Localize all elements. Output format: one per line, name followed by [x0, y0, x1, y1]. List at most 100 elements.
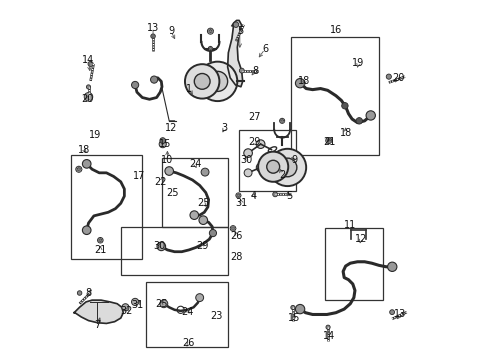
Circle shape	[98, 238, 103, 243]
Circle shape	[207, 28, 213, 34]
Text: 12: 12	[164, 123, 177, 133]
Circle shape	[201, 168, 208, 176]
Circle shape	[76, 166, 81, 172]
Circle shape	[88, 61, 93, 67]
Text: 26: 26	[230, 231, 243, 240]
Circle shape	[77, 168, 80, 171]
Text: 2: 2	[279, 170, 285, 180]
Text: 3: 3	[221, 123, 227, 133]
Text: 32: 32	[121, 306, 133, 316]
Text: 5: 5	[236, 26, 243, 36]
Text: 12: 12	[354, 234, 366, 244]
Circle shape	[290, 305, 294, 310]
Text: 14: 14	[322, 331, 334, 341]
Text: 24: 24	[181, 307, 194, 317]
Circle shape	[256, 163, 264, 172]
Bar	[70, 155, 142, 259]
Circle shape	[239, 68, 244, 73]
Text: 19: 19	[352, 58, 364, 68]
Circle shape	[256, 140, 264, 148]
Text: 31: 31	[131, 300, 143, 310]
Circle shape	[325, 138, 331, 144]
Circle shape	[150, 76, 158, 83]
Circle shape	[244, 149, 252, 157]
Circle shape	[160, 300, 167, 308]
Circle shape	[131, 81, 139, 89]
Circle shape	[131, 298, 139, 306]
Text: 23: 23	[210, 311, 222, 320]
Text: 26: 26	[183, 338, 195, 348]
Bar	[239, 130, 296, 191]
Circle shape	[341, 103, 347, 109]
Circle shape	[208, 30, 211, 33]
Circle shape	[77, 291, 81, 295]
Circle shape	[209, 229, 216, 237]
Text: 8: 8	[85, 288, 91, 298]
Circle shape	[194, 73, 210, 89]
Text: 18: 18	[339, 129, 351, 138]
Text: 25: 25	[197, 198, 209, 208]
Text: 7: 7	[94, 320, 101, 330]
Text: 27: 27	[247, 112, 260, 122]
Text: 8: 8	[252, 66, 258, 76]
Circle shape	[231, 227, 234, 230]
Text: 18: 18	[298, 76, 310, 86]
Text: 29: 29	[248, 138, 260, 147]
Circle shape	[164, 167, 173, 175]
Text: 9: 9	[167, 26, 174, 36]
Text: 11: 11	[344, 220, 356, 230]
Circle shape	[278, 158, 296, 177]
Circle shape	[244, 169, 251, 177]
Bar	[121, 226, 228, 275]
Text: 25: 25	[165, 188, 178, 198]
Bar	[325, 228, 382, 300]
Polygon shape	[74, 300, 123, 323]
Circle shape	[82, 226, 91, 234]
Text: 18: 18	[78, 144, 90, 154]
Text: 13: 13	[146, 23, 159, 33]
Circle shape	[122, 304, 129, 311]
Text: 9: 9	[290, 155, 296, 165]
Circle shape	[386, 74, 390, 79]
Circle shape	[99, 239, 102, 242]
Circle shape	[199, 216, 207, 225]
Text: 4: 4	[250, 191, 256, 201]
Text: 19: 19	[88, 130, 101, 140]
Text: 21: 21	[323, 138, 335, 147]
Circle shape	[195, 294, 203, 302]
Circle shape	[355, 118, 362, 124]
Circle shape	[266, 160, 279, 173]
Bar	[290, 37, 378, 155]
Circle shape	[230, 226, 235, 231]
Text: 20: 20	[81, 94, 93, 104]
Circle shape	[279, 118, 284, 123]
Circle shape	[366, 111, 375, 120]
Circle shape	[82, 159, 91, 168]
Circle shape	[207, 71, 227, 91]
Text: 16: 16	[329, 25, 342, 35]
Circle shape	[389, 310, 394, 315]
Text: 24: 24	[188, 159, 201, 169]
Circle shape	[150, 34, 155, 39]
Text: 28: 28	[230, 252, 243, 262]
Circle shape	[235, 193, 241, 198]
Circle shape	[209, 48, 211, 49]
Circle shape	[184, 64, 219, 99]
Bar	[162, 158, 228, 226]
Circle shape	[272, 192, 277, 197]
Circle shape	[295, 78, 304, 88]
Text: 14: 14	[82, 55, 95, 65]
Text: 13: 13	[393, 310, 406, 319]
Text: 10: 10	[161, 155, 173, 165]
Circle shape	[84, 93, 93, 101]
Circle shape	[190, 211, 198, 220]
Text: 15: 15	[287, 313, 300, 323]
Circle shape	[326, 139, 329, 142]
Bar	[145, 282, 228, 347]
Circle shape	[160, 138, 165, 143]
Circle shape	[280, 120, 283, 122]
Text: 22: 22	[154, 177, 167, 187]
Text: 6: 6	[262, 44, 267, 54]
Text: 25: 25	[155, 299, 167, 309]
Circle shape	[325, 325, 329, 329]
